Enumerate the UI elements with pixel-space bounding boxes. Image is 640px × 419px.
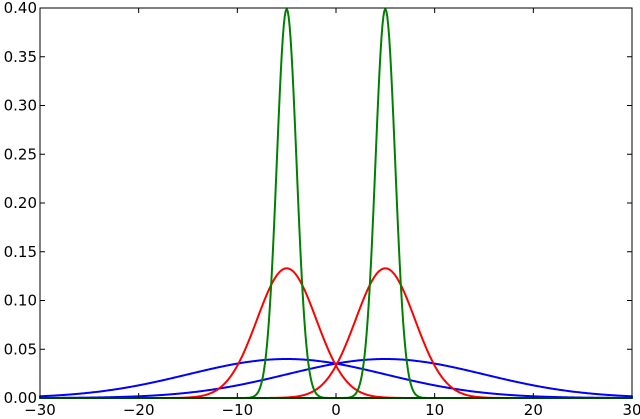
x-tick-label: −30 [24,401,56,419]
tick-labels-layer: −30 −20 −10 0 10 20 30 0.00 0.05 0.10 0.15 0.20 0.25… [4,0,640,419]
y-tick-label: 0.35 [4,48,37,66]
x-tick-label: 20 [524,401,543,419]
x-tick-label: −20 [123,401,155,419]
y-tick-label: 0.10 [4,292,37,310]
y-tick-label: 0.05 [4,340,37,358]
series-layer [39,7,633,399]
series-line-4 [39,267,633,399]
series-line-6 [39,7,633,399]
x-tick-label: 10 [425,401,444,419]
x-tick-label: −10 [222,401,254,419]
x-tick-label: 30 [622,401,640,419]
plot-area-frame [39,7,633,399]
ticks-layer [39,7,633,399]
series-line-5 [39,7,633,399]
y-tick-label: 0.25 [4,145,37,163]
y-tick-label: 0.15 [4,243,37,261]
y-tick-label: 0.00 [4,389,37,407]
y-tick-label: 0.40 [4,0,37,17]
y-tick-label: 0.30 [4,97,37,115]
series-line-3 [39,267,633,399]
y-tick-label: 0.20 [4,194,37,212]
x-tick-label: 0 [331,401,341,419]
